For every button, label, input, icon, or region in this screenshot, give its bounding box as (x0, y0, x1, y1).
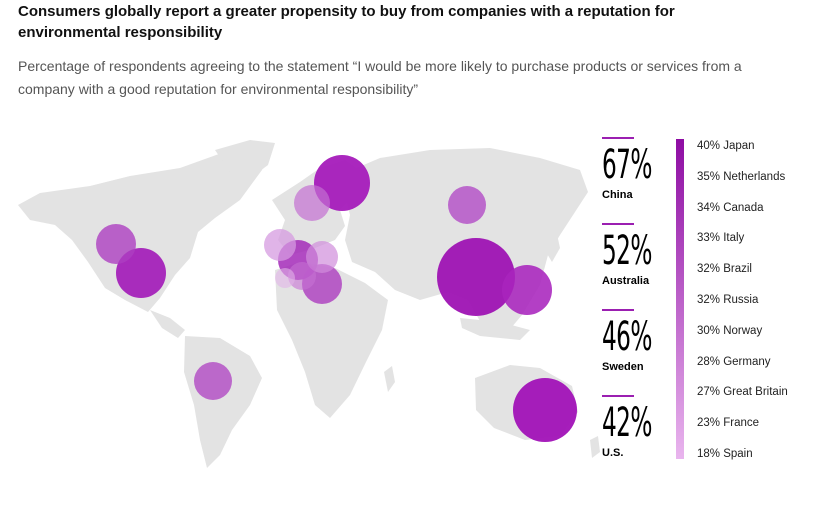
highlight-pct: 46% (602, 314, 652, 360)
bubble-canada (96, 224, 136, 264)
highlight-pct: 42% (602, 400, 652, 446)
landmass-greenland (215, 140, 275, 180)
legend-entry: 32% Brazil (697, 263, 752, 276)
highlight-bar (602, 395, 634, 397)
landmass-new-zealand (590, 436, 600, 458)
highlight-pct: 52% (602, 228, 652, 274)
bubble-norway (294, 185, 330, 221)
landmass-africa (275, 262, 388, 418)
bubble-brazil (194, 362, 232, 400)
legend-entry: 34% Canada (697, 201, 764, 214)
bubble-france (288, 262, 316, 290)
highlight-bar (602, 137, 634, 139)
bubble-japan (502, 265, 552, 315)
landmass-japan (545, 225, 560, 262)
chart-subtitle: Percentage of respondents agreeing to th… (18, 58, 742, 97)
legend: 40% Japan 35% Netherlands 34% Canada 33%… (697, 139, 788, 478)
bubble-great-britain (264, 229, 296, 261)
bubble-us (116, 248, 166, 298)
landmass-indonesia (460, 318, 530, 340)
legend-entry: 23% France (697, 417, 760, 430)
bubble-spain (275, 268, 295, 288)
highlight-pct: 67% (602, 142, 652, 188)
legend-entry: 33% Italy (697, 232, 745, 245)
legend-entry: 28% Germany (697, 355, 771, 368)
bubble-germany (306, 241, 338, 273)
landmass-madagascar (384, 366, 395, 392)
legend-entry: 40% Japan (697, 140, 755, 152)
legend-entry: 18% Spain (697, 447, 753, 460)
legend-entry: 27% Great Britain (697, 386, 788, 399)
chart-title: Consumers globally report a greater prop… (18, 3, 675, 41)
highlight-country: China (602, 189, 633, 201)
legend-entry: 30% Norway (697, 324, 763, 337)
bubbles (96, 155, 577, 442)
highlight-bar (602, 223, 634, 225)
landmass-north-america (18, 143, 272, 312)
legend-gradient-bar (676, 139, 684, 459)
highlight-country: Sweden (602, 361, 644, 373)
highlight-country: U.S. (602, 447, 624, 459)
bubble-china (437, 238, 515, 316)
landmass-central-america (150, 310, 185, 338)
bubble-russia (448, 186, 486, 224)
highlight-us: 42% U.S. (602, 395, 662, 459)
legend-entry: 32% Russia (697, 293, 759, 306)
bubble-australia (513, 378, 577, 442)
highlight-country: Australia (602, 275, 650, 287)
highlight-australia: 52% Australia (602, 223, 662, 287)
landmass-south-america (184, 336, 262, 468)
highlight-bar (602, 309, 634, 311)
highlight-sweden: 46% Sweden (602, 309, 662, 373)
highlight-china: 67% China (602, 137, 662, 201)
legend-entry: 35% Netherlands (697, 170, 786, 183)
